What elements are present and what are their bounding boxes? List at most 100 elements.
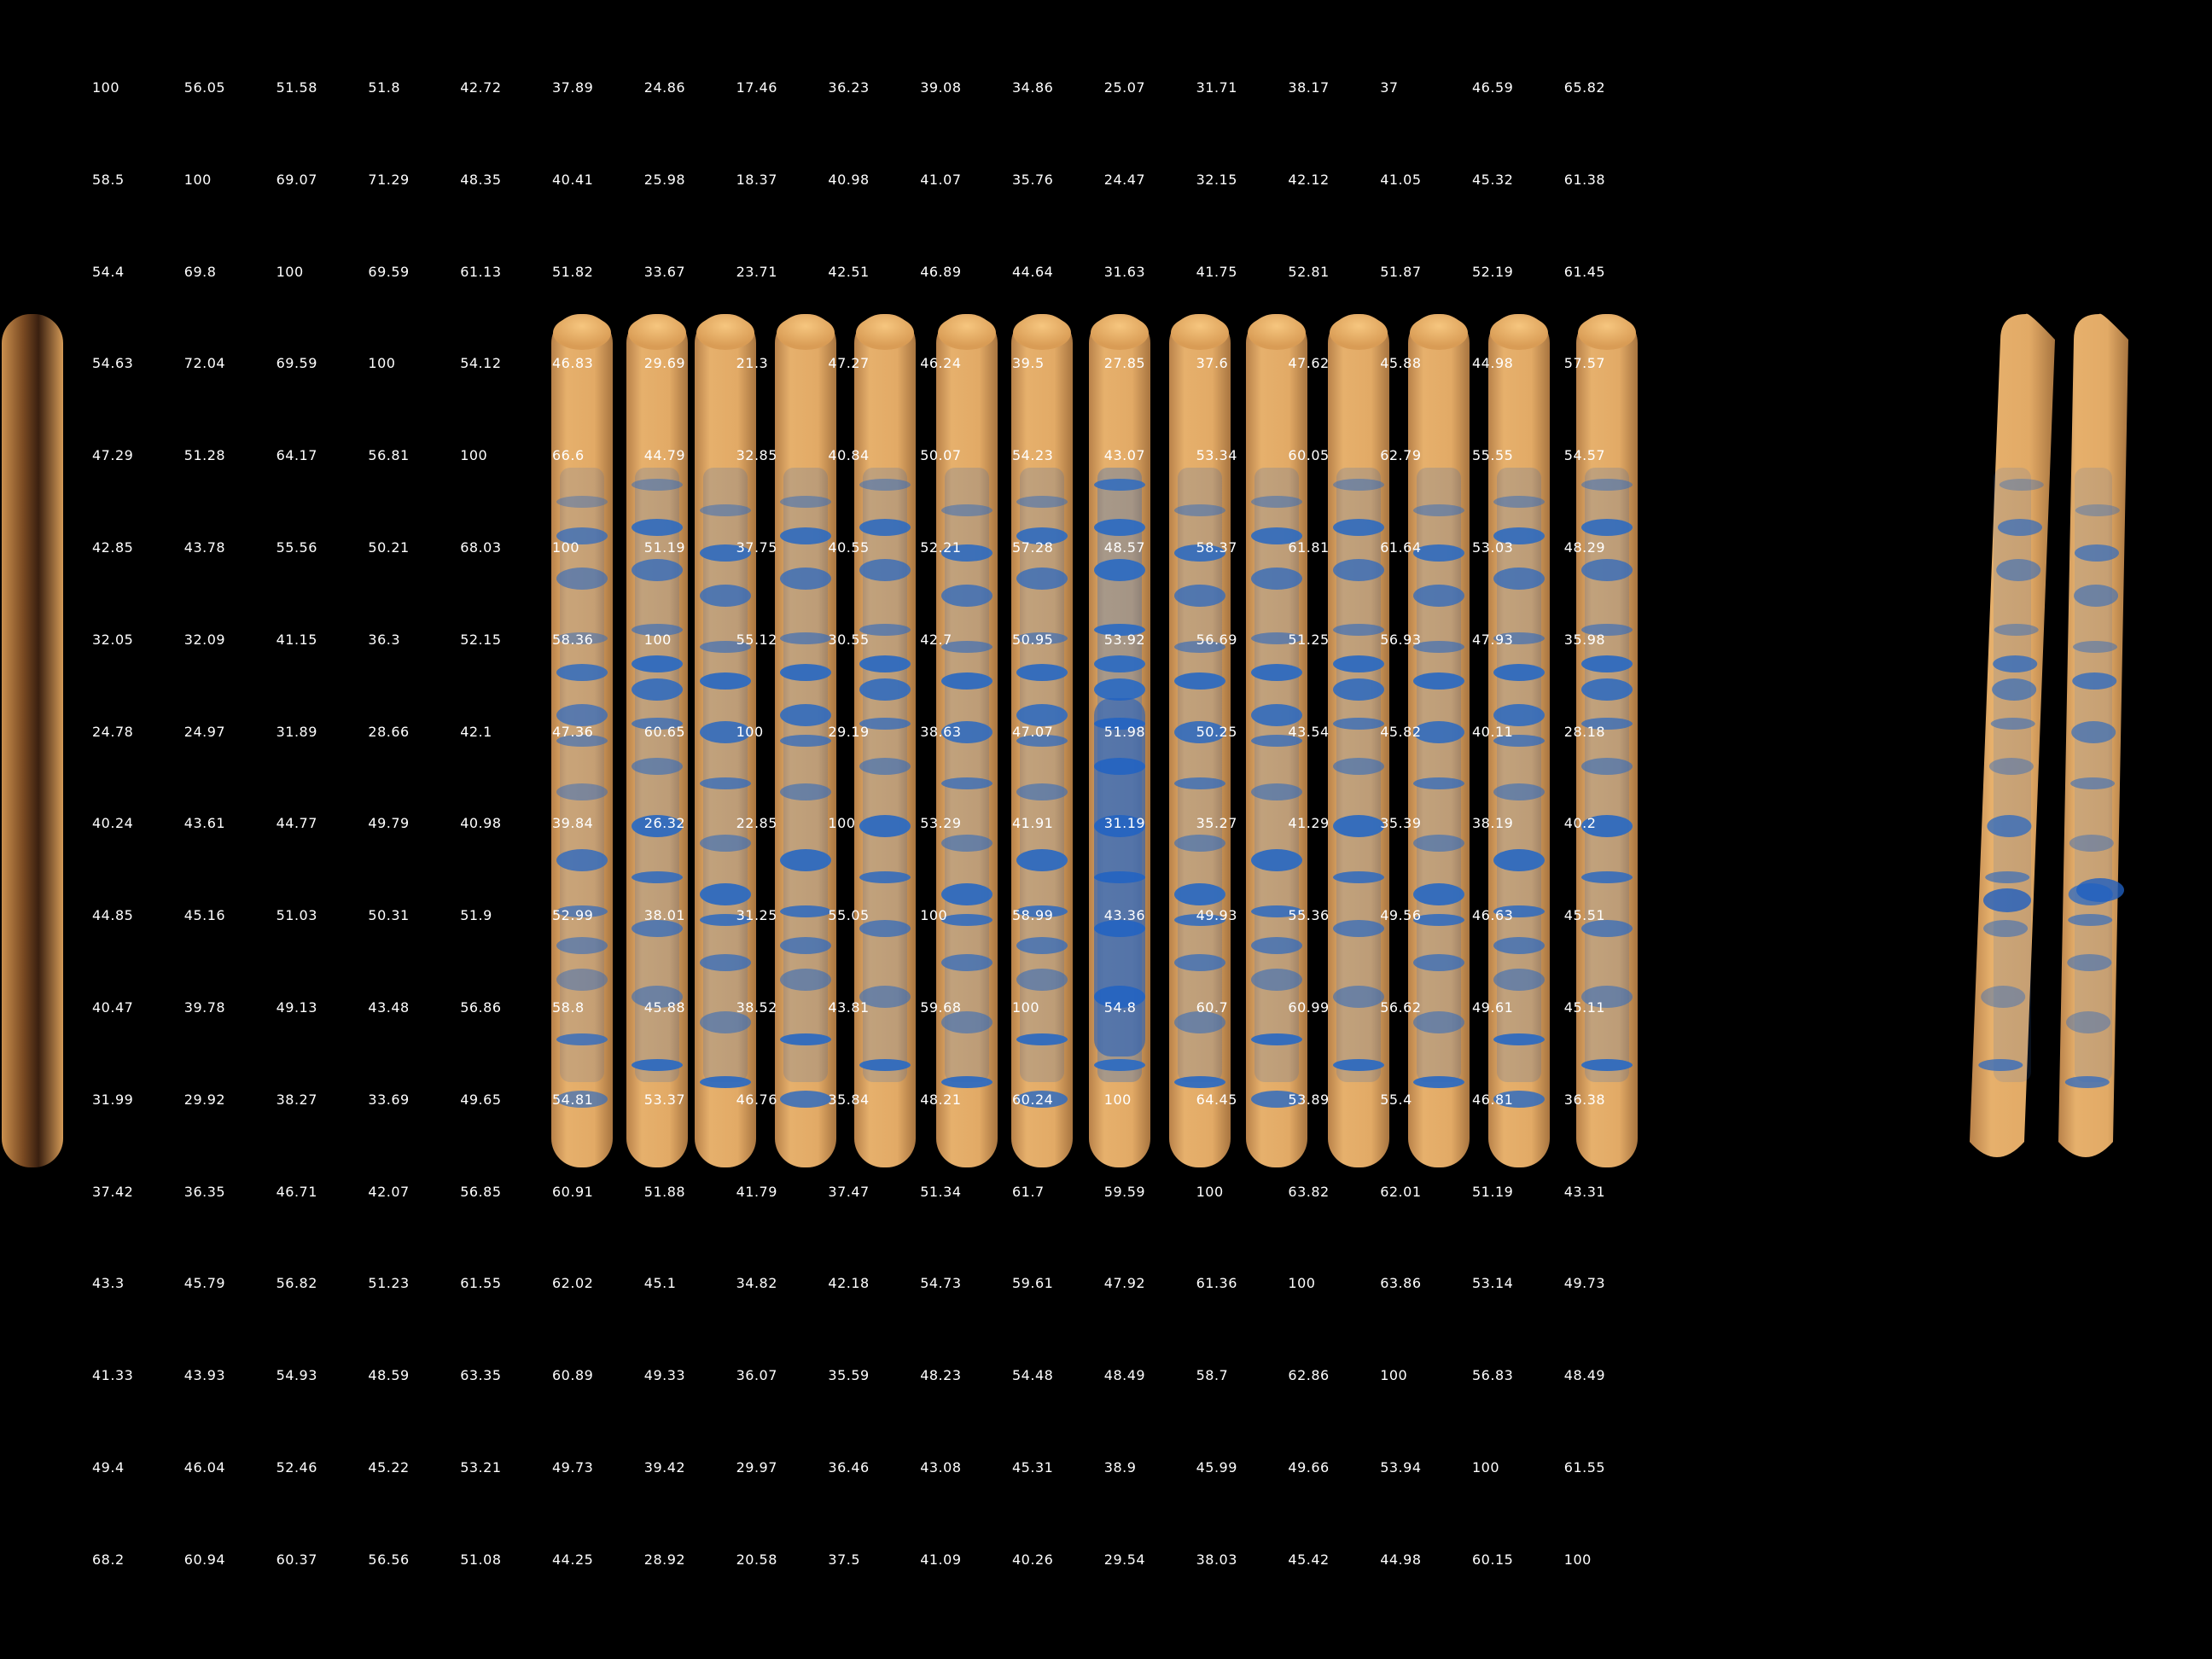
matrix-cell: 100 [920, 907, 948, 924]
matrix-cell: 100 [736, 723, 764, 740]
matrix-cell: 58.5 [92, 171, 125, 188]
gel-band [556, 1033, 608, 1045]
gel-band [780, 969, 831, 991]
matrix-cell: 29.19 [828, 723, 870, 740]
gel-smear [560, 468, 604, 1082]
gel-band [1251, 704, 1302, 726]
gel-band [1581, 718, 1633, 730]
matrix-cell: 61.36 [1196, 1275, 1237, 1292]
gel-band [1985, 871, 2030, 883]
gel-band [941, 777, 992, 789]
matrix-cell: 53.94 [1380, 1459, 1422, 1476]
gel-band [1174, 777, 1225, 789]
gel-heavy-stain [1094, 698, 1145, 1057]
gel-band [700, 777, 751, 789]
matrix-cell: 44.98 [1380, 1551, 1422, 1568]
matrix-cell: 69.59 [276, 355, 317, 372]
matrix-cell: 56.83 [1472, 1367, 1514, 1384]
matrix-cell: 30.55 [828, 631, 870, 648]
matrix-cell: 43.61 [183, 815, 226, 832]
gel-band [1581, 986, 1633, 1008]
matrix-cell: 38.03 [1196, 1551, 1237, 1568]
gel-band [2068, 914, 2113, 926]
gel-band [1581, 815, 1633, 837]
matrix-cell: 39.42 [643, 1459, 686, 1476]
matrix-cell: 42.7 [920, 631, 952, 648]
gel-lane [1246, 314, 1307, 1167]
gel-band [700, 1076, 751, 1088]
gel-band [1251, 783, 1302, 800]
gel-band [859, 655, 911, 672]
gel-band [1333, 624, 1384, 636]
matrix-cell: 35.84 [828, 1091, 870, 1108]
matrix-cell: 24.78 [92, 723, 134, 740]
matrix-cell: 41.15 [276, 631, 317, 648]
matrix-cell: 32.09 [183, 631, 226, 648]
matrix-cell: 61.64 [1380, 539, 1422, 556]
matrix-cell: 50.95 [1012, 631, 1054, 648]
gel-band [1413, 914, 1464, 926]
gel-band [556, 1091, 608, 1108]
matrix-cell: 45.88 [1380, 355, 1422, 372]
gel-band [1016, 849, 1068, 871]
matrix-cell: 56.85 [460, 1183, 502, 1200]
matrix-cell: 61.81 [1288, 539, 1330, 556]
matrix-cell: 20.58 [736, 1551, 777, 1568]
gel-band [1251, 632, 1302, 644]
gel-band [1174, 954, 1225, 971]
gel-lane [695, 314, 756, 1167]
gel-band [1999, 479, 2044, 491]
matrix-cell: 45.79 [183, 1275, 226, 1292]
gel-band [1413, 721, 1464, 743]
gel-band [1016, 937, 1068, 954]
gel-well [1490, 316, 1548, 350]
gel-band [632, 920, 683, 937]
matrix-cell: 42.18 [828, 1275, 870, 1292]
gel-band [1581, 624, 1633, 636]
matrix-cell: 35.98 [1563, 631, 1606, 648]
gel-band [780, 849, 831, 871]
matrix-cell: 60.89 [552, 1367, 594, 1384]
matrix-cell: 47.07 [1012, 723, 1054, 740]
gel-band [632, 655, 683, 672]
matrix-cell: 47.29 [92, 447, 134, 464]
matrix-cell: 54.73 [920, 1275, 962, 1292]
matrix-cell: 42.1 [460, 723, 492, 740]
gel-band [1413, 1076, 1464, 1088]
gel-band [1493, 937, 1545, 954]
gel-band [556, 905, 608, 917]
gel-band [700, 641, 751, 653]
gel-band [1413, 835, 1464, 852]
matrix-cell: 43.78 [183, 539, 226, 556]
matrix-cell: 44.85 [92, 907, 134, 924]
gel-band [1413, 954, 1464, 971]
matrix-cell: 44.79 [643, 447, 686, 464]
matrix-cell: 22.85 [736, 815, 777, 832]
gel-band [780, 783, 831, 800]
gel-band [700, 835, 751, 852]
matrix-cell: 53.89 [1288, 1091, 1330, 1108]
gel-band [1493, 704, 1545, 726]
matrix-cell: 55.4 [1380, 1091, 1412, 1108]
gel-smear [783, 468, 828, 1082]
gel-band [1987, 815, 2032, 837]
gel-band [941, 883, 992, 905]
matrix-cell: 100 [368, 355, 396, 372]
matrix-cell: 54.63 [92, 355, 134, 372]
gel-band [632, 519, 683, 536]
gel-smear [1585, 468, 1629, 1082]
gel-band [2072, 641, 2117, 653]
gel-band [700, 883, 751, 905]
gel-band [2071, 721, 2116, 743]
matrix-cell: 31.99 [92, 1091, 134, 1108]
gel-band [556, 849, 608, 871]
gel-lane [936, 314, 998, 1167]
gel-smear [1178, 468, 1222, 1082]
gel-band [1094, 559, 1145, 581]
gel-band [700, 544, 751, 562]
gel-smear [1336, 468, 1381, 1082]
matrix-cell: 36.46 [828, 1459, 870, 1476]
gel-lanes [551, 313, 2128, 1167]
matrix-cell: 21.3 [736, 355, 769, 372]
matrix-cell: 53.34 [1196, 447, 1237, 464]
